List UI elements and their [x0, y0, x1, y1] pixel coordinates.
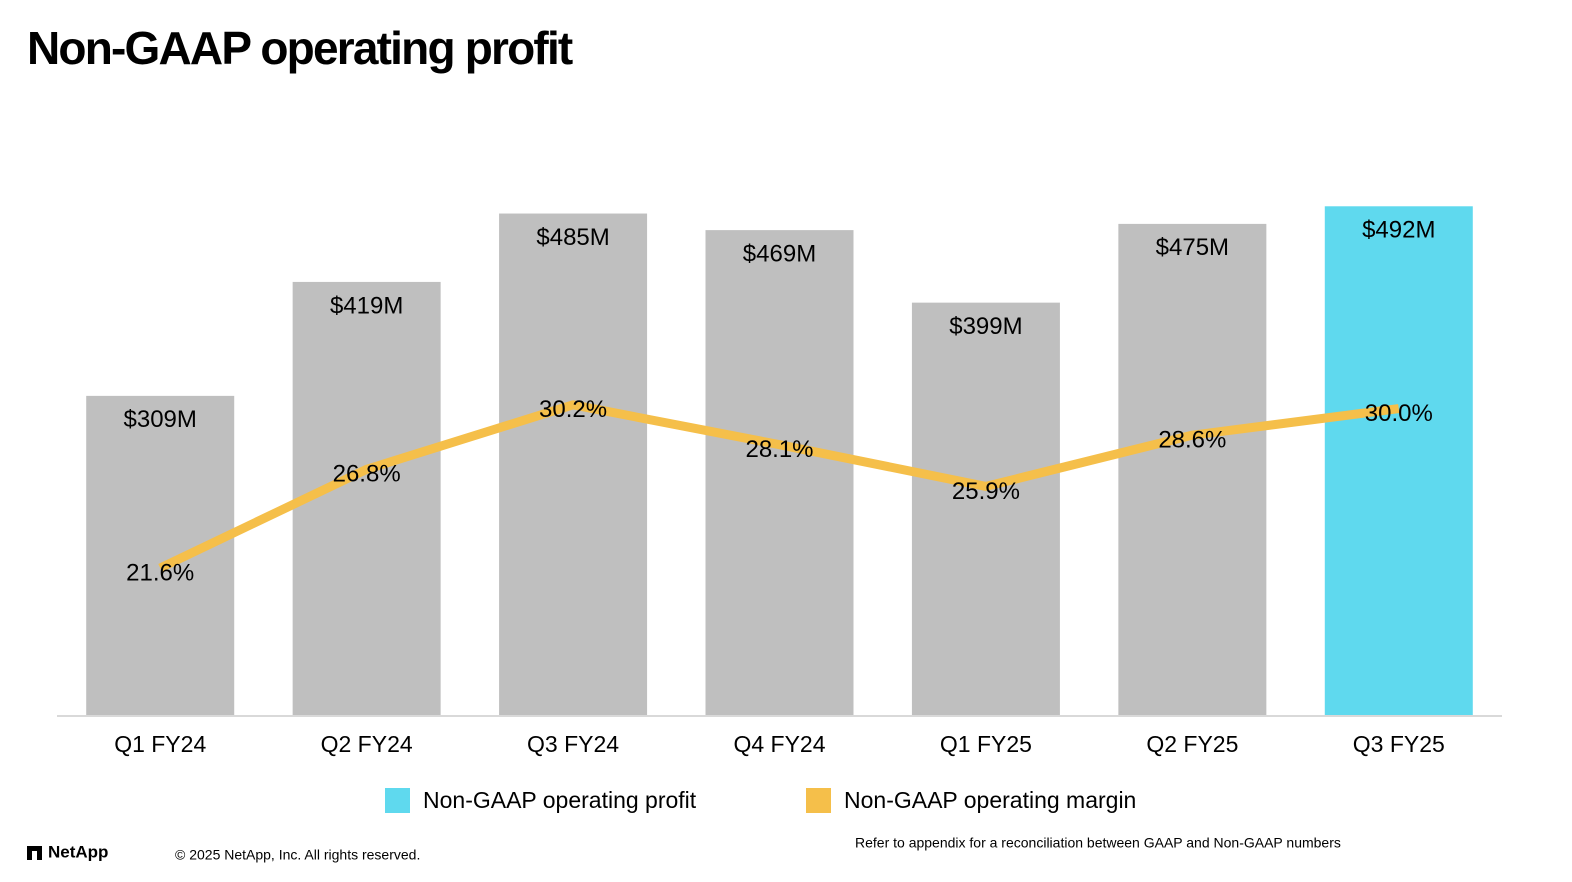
legend-label: Non-GAAP operating margin [844, 787, 1136, 813]
footnote: Refer to appendix for a reconciliation b… [855, 835, 1341, 851]
line-value-label: 21.6% [126, 559, 194, 586]
x-tick-label: Q2 FY25 [1146, 731, 1238, 757]
copyright: © 2025 NetApp, Inc. All rights reserved. [175, 847, 420, 863]
legend-label: Non-GAAP operating profit [423, 787, 697, 813]
line-value-label: 28.6% [1158, 427, 1226, 454]
bar-value-label: $475M [1156, 234, 1229, 261]
logo-icon [27, 846, 42, 860]
bar [911, 302, 1060, 716]
bar-value-label: $419M [330, 292, 403, 319]
x-tick-label: Q2 FY24 [321, 731, 413, 757]
bar-value-label: $309M [124, 406, 197, 433]
bar [1324, 206, 1473, 716]
x-tick-label: Q3 FY25 [1353, 731, 1445, 757]
bar [292, 281, 441, 716]
legend-swatch [385, 788, 410, 813]
legend-swatch [806, 788, 831, 813]
bar-value-label: $492M [1362, 217, 1435, 244]
bar-value-label: $399M [949, 313, 1022, 340]
x-tick-label: Q3 FY24 [527, 731, 619, 757]
x-tick-label: Q4 FY24 [733, 731, 825, 757]
x-tick-label: Q1 FY24 [114, 731, 206, 757]
line [158, 400, 1400, 573]
x-tick-label: Q1 FY25 [940, 731, 1032, 757]
line-value-label: 25.9% [952, 478, 1020, 505]
bar [705, 230, 854, 716]
bar [86, 395, 235, 716]
line-value-label: 28.1% [745, 436, 813, 463]
line-value-label: 30.0% [1365, 400, 1433, 427]
bar-value-label: $469M [743, 240, 816, 267]
bar [1118, 223, 1267, 716]
chart-title: Non-GAAP operating profit [27, 22, 573, 74]
logo-text: NetApp [48, 842, 108, 861]
line-value-label: 26.8% [333, 461, 401, 488]
bar [499, 213, 648, 717]
line-value-label: 30.2% [539, 396, 607, 423]
bar-value-label: $485M [536, 224, 609, 251]
